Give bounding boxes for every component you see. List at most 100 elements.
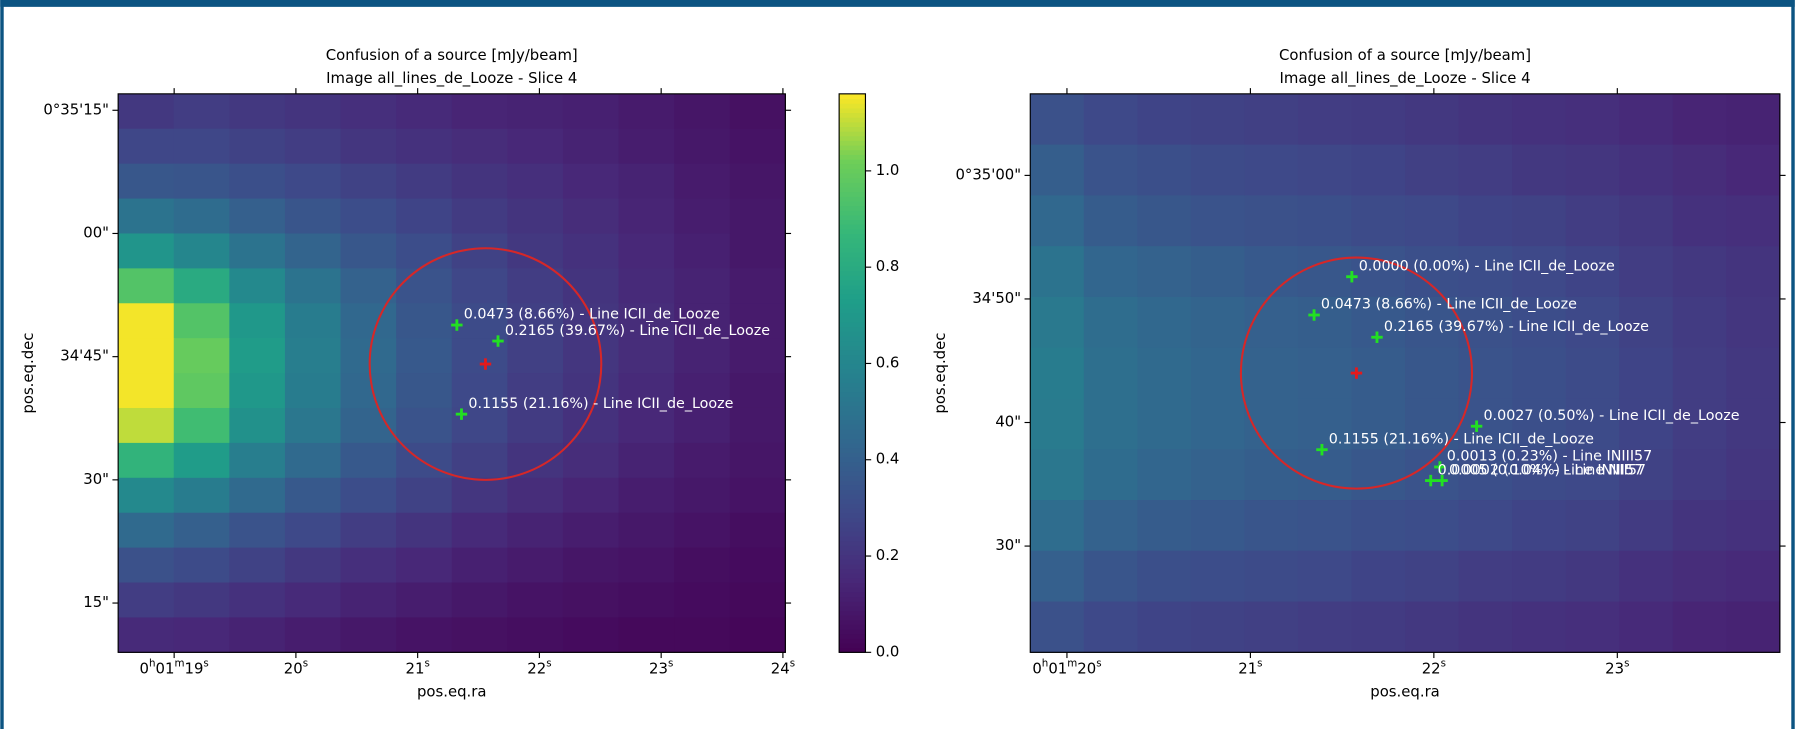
heatmap-cell [285,94,341,129]
heatmap-cell [1512,195,1566,246]
colorbar-swatch [839,499,865,504]
heatmap-cell [730,548,786,583]
colorbar-swatch [839,215,865,220]
colorbar-swatch [839,368,865,373]
heatmap-cell [1619,195,1673,246]
heatmap-cell [674,617,730,652]
heatmap-cell [174,338,230,373]
heatmap-cell [118,338,174,373]
colorbar-swatch [839,573,865,578]
heatmap-cell [341,94,397,129]
chart-title: Confusion of a source [mJy/beam] [1279,46,1531,64]
heatmap-cell [1566,145,1620,196]
heatmap-cell [396,513,452,548]
colorbar-tick-label: 0.6 [876,353,900,371]
page: Confusion of a source [mJy/beam] Image al… [0,0,1795,729]
heatmap-cell [1191,398,1245,449]
heatmap-cell [1726,500,1780,551]
heatmap-cell [507,408,563,443]
heatmap-cell [1352,551,1406,602]
heatmap-cell [452,583,508,618]
chart-subtitle: Image all_lines_de_Looze - Slice 4 [326,69,577,87]
heatmap-cell [285,268,341,303]
heatmap-cell [285,303,341,338]
colorbar-swatch [839,522,865,527]
heatmap-cell [730,513,786,548]
colorbar-swatch [839,136,865,141]
heatmap-cell [118,373,174,408]
heatmap-cell [730,164,786,199]
heatmap-cell [1352,500,1406,551]
heatmap-cell [730,408,786,443]
colorbar-swatch [839,596,865,601]
colorbar-swatch [839,131,865,136]
heatmap-cell [1030,551,1084,602]
heatmap-cell [1137,449,1191,500]
heatmap-cell [1137,602,1191,653]
source-label: 0.0473 (8.66%) - Line ICII_de_Looze [464,307,720,323]
source-label: 0.0000 (0.00%) - Line ICII_de_Looze [1359,258,1615,274]
heatmap-cell [1298,500,1352,551]
heatmap-cell [118,408,174,443]
heatmap-cell [1084,246,1138,297]
heatmap-cell [1298,195,1352,246]
heatmap-cell [1673,398,1727,449]
colorbar-swatch [839,247,865,252]
colorbar-swatch [839,261,865,266]
y-tick-label: 0°35'15" [43,100,109,118]
heatmap-cell [674,233,730,268]
heatmap-cell [174,233,230,268]
heatmap-cell [285,513,341,548]
heatmap-cell [507,199,563,234]
heatmap-cell [341,443,397,478]
heatmap-cell [1566,195,1620,246]
colorbar-swatch [839,489,865,494]
colorbar-swatch [839,196,865,201]
heatmap-cell [1459,602,1513,653]
heatmap-cell [118,94,174,129]
colorbar-swatch [839,420,865,425]
heatmap-cell [229,583,285,618]
heatmap-cell [507,338,563,373]
colorbar-swatch [839,327,865,332]
heatmap-cell [619,408,675,443]
heatmap-cell [1137,195,1191,246]
colorbar-swatch [839,122,865,127]
heatmap-cell [1084,602,1138,653]
heatmap-cell [174,373,230,408]
colorbar-swatch [839,359,865,364]
heatmap-cell [1298,449,1352,500]
heatmap-cell [285,338,341,373]
heatmap-cell [1298,246,1352,297]
colorbar-swatch [839,94,865,99]
heatmap-cell [1566,551,1620,602]
heatmap-cell [1673,246,1727,297]
colorbar-swatch [839,559,865,564]
heatmap-cell [341,129,397,164]
heatmap-cell [1298,94,1352,145]
heatmap-cell [563,94,619,129]
colorbar-swatch [839,233,865,238]
window-frame [0,0,3,729]
heatmap-cell [1619,348,1673,399]
heatmap-cell [174,303,230,338]
window-frame [0,0,1794,7]
colorbar-swatch [839,257,865,262]
heatmap-cell [229,513,285,548]
colorbar-swatch [839,624,865,629]
colorbar-swatch [839,354,865,359]
colorbar-swatch [839,280,865,285]
heatmap-cell [452,548,508,583]
heatmap-cell [1512,348,1566,399]
heatmap-cell [1619,94,1673,145]
heatmap-cell [229,164,285,199]
heatmap-cell [563,129,619,164]
colorbar-swatch [839,429,865,434]
heatmap-cell [118,303,174,338]
heatmap-cell [507,94,563,129]
colorbar-tick-label: 0.2 [876,546,900,564]
heatmap-cell [619,548,675,583]
heatmap-cell [507,164,563,199]
heatmap-cell [674,478,730,513]
heatmap-cell [1030,500,1084,551]
